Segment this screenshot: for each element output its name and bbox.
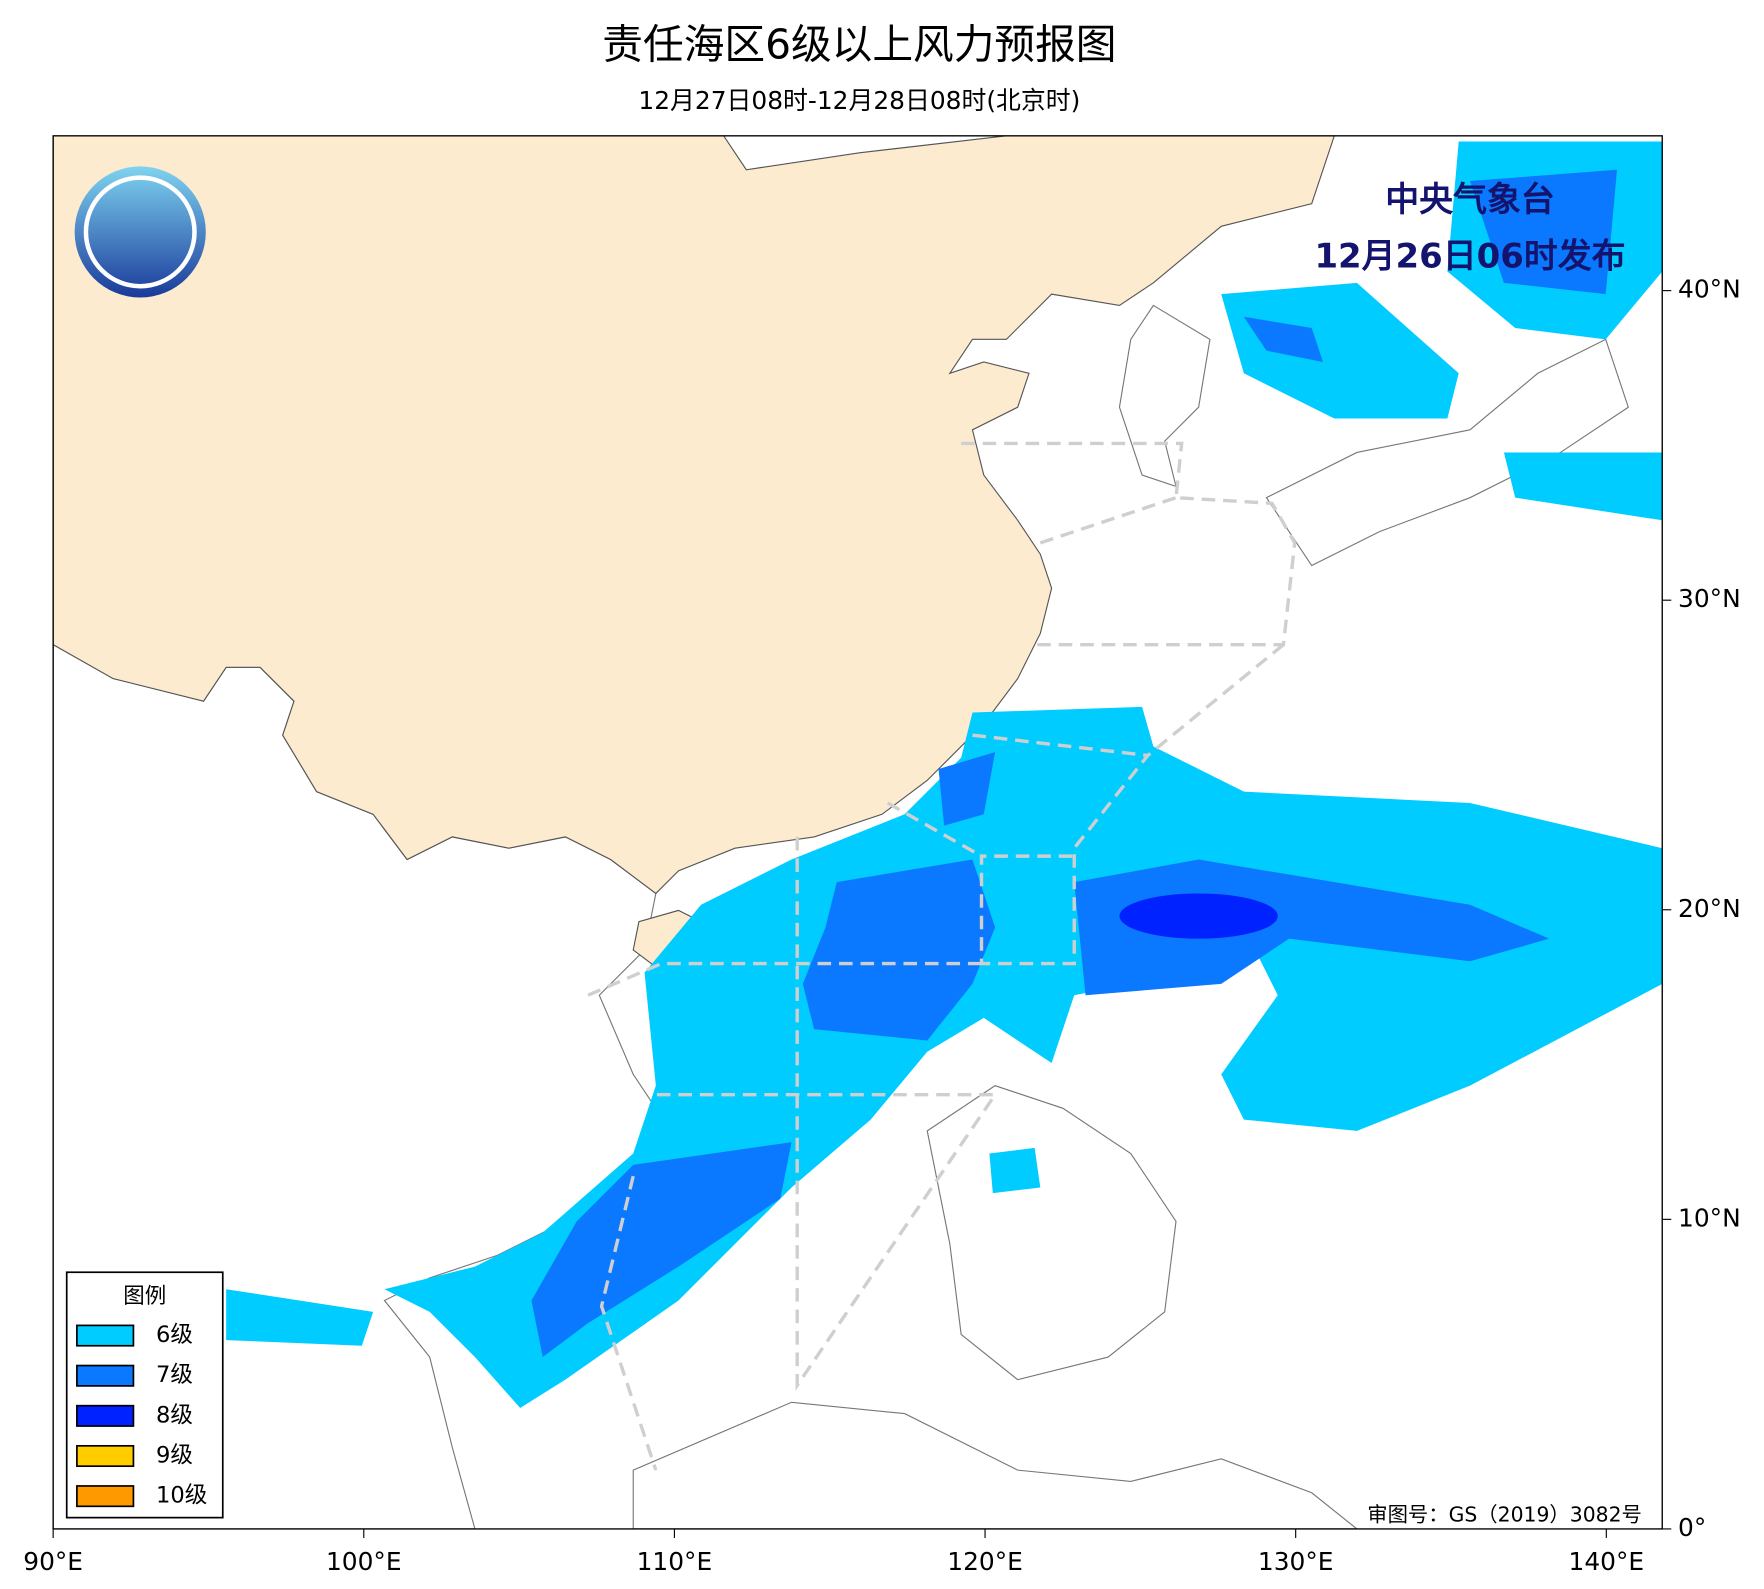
legend-title: 图例 <box>123 1284 166 1309</box>
y-tick-label: 20°N <box>1678 894 1741 923</box>
legend-label: 9级 <box>156 1442 193 1468</box>
subtitle: 12月27日08时-12月28日08时(北京时) <box>638 86 1080 115</box>
x-tick-label: 130°E <box>1258 1547 1334 1576</box>
legend-label: 6级 <box>156 1322 193 1348</box>
wind-8 <box>1119 893 1278 939</box>
x-tick-label: 110°E <box>637 1547 713 1576</box>
x-tick-label: 120°E <box>947 1547 1023 1576</box>
legend: 图例 6级 7级 8级 9级 10级 <box>65 1271 224 1519</box>
map-frame <box>52 135 1663 1530</box>
map-body <box>53 135 1663 1529</box>
legend-swatch <box>76 1485 135 1508</box>
legend-label: 7级 <box>156 1362 193 1388</box>
legend-swatch <box>76 1404 135 1427</box>
china-land <box>53 135 1335 895</box>
x-tick-label: 90°E <box>23 1547 83 1576</box>
wind-7 <box>531 169 1617 1358</box>
agency: 中央气象台 <box>1385 180 1555 219</box>
forecast-zone-boundary <box>587 441 1297 1471</box>
land-outline <box>632 1401 1358 1529</box>
legend-label: 10级 <box>156 1483 207 1509</box>
legend-swatch <box>76 1324 135 1347</box>
land-outline <box>926 1085 1177 1381</box>
y-tick-label: 0° <box>1678 1513 1706 1542</box>
legend-label: 8级 <box>156 1402 193 1428</box>
logo <box>74 166 206 298</box>
y-tick-label: 30°N <box>1678 584 1741 613</box>
land-outline <box>1265 338 1629 567</box>
legend-swatch <box>76 1364 135 1387</box>
legend-swatch <box>76 1444 135 1468</box>
issue-time: 12月26日06时发布 <box>1314 236 1625 275</box>
y-tick-label: 40°N <box>1678 275 1741 304</box>
approval-number: 审图号：GS（2019）3082号 <box>1367 1502 1642 1526</box>
title: 责任海区6级以上风力预报图 <box>602 21 1116 69</box>
y-tick-label: 10°N <box>1678 1203 1741 1232</box>
legend-box <box>65 1271 224 1519</box>
x-tick-label: 140°E <box>1569 1547 1645 1576</box>
x-tick-label: 100°E <box>326 1547 402 1576</box>
